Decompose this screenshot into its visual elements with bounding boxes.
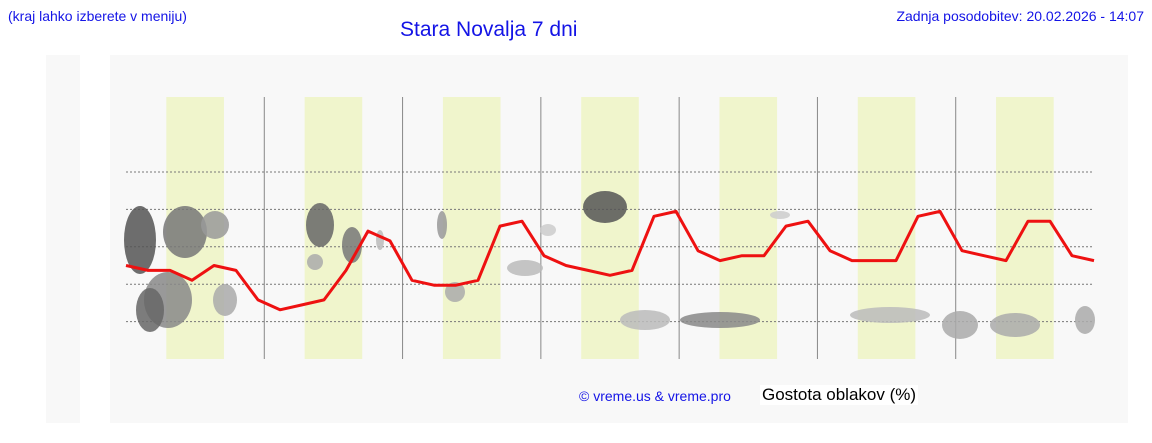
page-title: Stara Novalja 7 dni xyxy=(400,18,578,41)
cloud-density-label: Gostota oblakov (%) xyxy=(760,385,919,405)
daylight-band xyxy=(442,97,501,359)
last-updated: Zadnja posodobitev: 20.02.2026 - 14:07 xyxy=(896,8,1144,24)
temperature-line xyxy=(125,209,1095,312)
location-hint: (kraj lahko izberete v meniju) xyxy=(8,8,187,24)
cloud-density-layer xyxy=(124,191,1095,339)
temp-axis-panel xyxy=(46,55,80,423)
copyright-link[interactable]: © vreme.us & vreme.pro xyxy=(579,388,731,404)
